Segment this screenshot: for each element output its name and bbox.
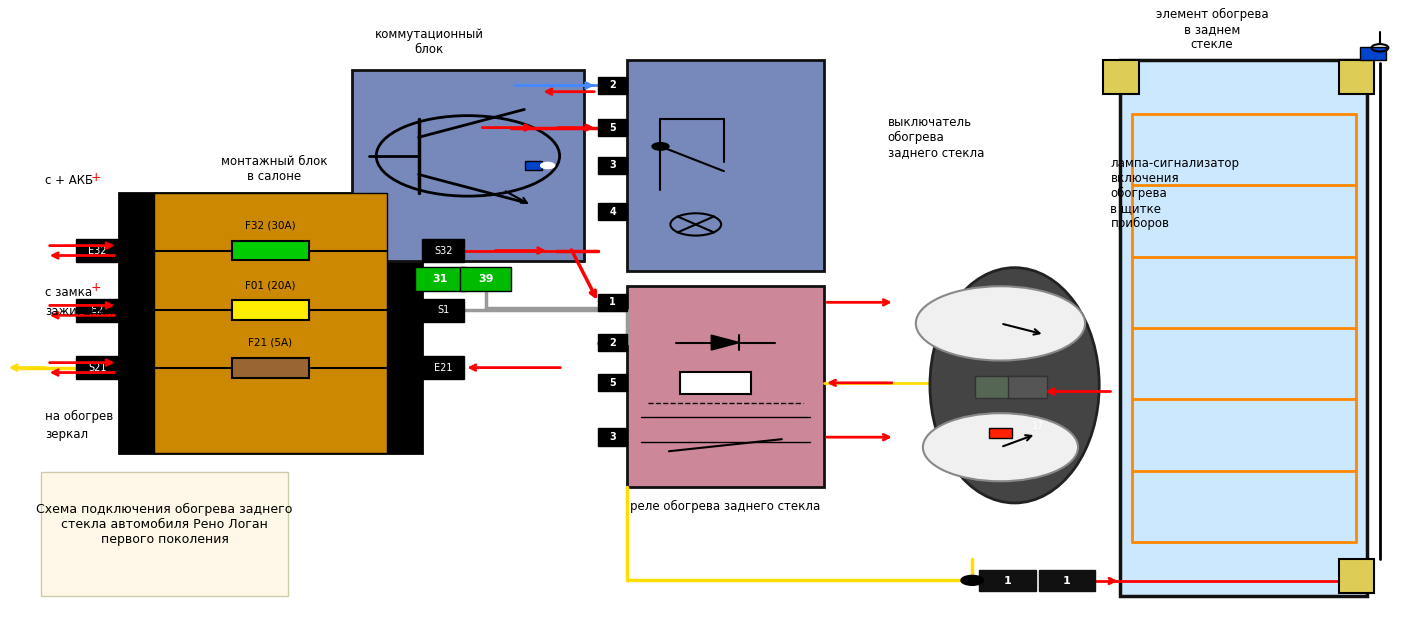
Text: 3: 3 — [610, 160, 615, 170]
Circle shape — [961, 575, 984, 585]
Text: на обогрев: на обогрев — [45, 410, 113, 423]
Text: 31: 31 — [432, 274, 448, 284]
Text: 5: 5 — [610, 378, 615, 388]
Bar — [77, 239, 119, 262]
Bar — [231, 241, 309, 261]
Text: F01 (20A): F01 (20A) — [245, 281, 296, 290]
Circle shape — [652, 142, 669, 150]
Text: S21: S21 — [88, 363, 106, 373]
Text: Схема подключения обогрева заднего
стекла автомобиля Рено Логан
первого поколени: Схема подключения обогрева заднего стекл… — [37, 503, 294, 546]
Circle shape — [916, 286, 1085, 361]
Bar — [627, 286, 824, 488]
Bar — [598, 157, 627, 174]
Bar — [990, 428, 1012, 438]
Bar — [231, 358, 309, 378]
Bar — [77, 356, 119, 379]
Text: 5: 5 — [610, 123, 615, 132]
Bar — [598, 203, 627, 220]
Bar — [352, 70, 584, 261]
Bar — [598, 374, 627, 391]
Bar — [461, 267, 510, 290]
Bar — [41, 472, 288, 596]
Bar — [627, 60, 824, 271]
Text: +: + — [91, 281, 101, 294]
Bar — [681, 372, 750, 394]
Bar — [231, 300, 309, 320]
Text: выключатель
обогрева
заднего стекла: выключатель обогрева заднего стекла — [888, 116, 984, 159]
Text: 3: 3 — [610, 432, 615, 442]
Bar — [423, 239, 465, 262]
Text: +: + — [91, 172, 101, 184]
Text: F32 (30A): F32 (30A) — [245, 221, 296, 231]
Text: с замка: с замка — [45, 286, 92, 299]
Text: 2: 2 — [610, 338, 615, 348]
Text: E2: E2 — [91, 305, 104, 315]
Text: с + АКБ: с + АКБ — [45, 174, 94, 187]
Bar — [1120, 60, 1367, 596]
Bar — [598, 294, 627, 311]
Text: лампа-сигнализатор
включения
обогрева
в щитке
приборов: лампа-сигнализатор включения обогрева в … — [1110, 157, 1239, 230]
Text: 4: 4 — [610, 207, 615, 217]
Text: коммутационный
блок: коммутационный блок — [374, 27, 484, 55]
Bar — [598, 77, 627, 94]
Bar — [1360, 47, 1385, 60]
Bar — [415, 267, 467, 290]
Bar — [1339, 559, 1374, 593]
Text: 2: 2 — [610, 80, 615, 90]
Bar — [976, 376, 1045, 397]
Text: реле обогрева заднего стекла: реле обогрева заднего стекла — [630, 499, 821, 513]
Bar — [598, 334, 627, 351]
Bar — [77, 299, 119, 322]
Text: зажигания: зажигания — [45, 305, 113, 317]
Bar — [1008, 376, 1046, 397]
Text: элемент обогрева
в заднем
стекле: элемент обогрева в заднем стекле — [1156, 7, 1268, 51]
Ellipse shape — [930, 267, 1099, 503]
Text: монтажный блок
в салоне: монтажный блок в салоне — [221, 155, 328, 183]
Text: E21: E21 — [434, 363, 452, 373]
Bar — [598, 119, 627, 136]
Text: S32: S32 — [434, 246, 452, 256]
Text: 1: 1 — [610, 297, 615, 307]
Text: 1: 1 — [1004, 576, 1011, 586]
Bar — [423, 299, 465, 322]
Circle shape — [923, 413, 1078, 481]
Bar — [1339, 60, 1374, 95]
Text: 17: 17 — [1032, 420, 1045, 430]
Bar — [423, 356, 465, 379]
Bar — [155, 193, 387, 453]
Bar — [525, 160, 542, 170]
Text: F21 (5A): F21 (5A) — [248, 338, 292, 348]
Bar — [1038, 570, 1095, 591]
Bar — [119, 193, 423, 453]
Text: 1: 1 — [1064, 576, 1071, 586]
Bar — [1103, 60, 1139, 95]
Text: 39: 39 — [478, 274, 493, 284]
Text: зеркал: зеркал — [45, 429, 88, 442]
Text: S1: S1 — [437, 305, 450, 315]
Polygon shape — [712, 335, 740, 350]
Text: E32: E32 — [88, 246, 106, 256]
Circle shape — [540, 162, 554, 169]
Bar — [980, 570, 1035, 591]
Bar — [598, 429, 627, 446]
